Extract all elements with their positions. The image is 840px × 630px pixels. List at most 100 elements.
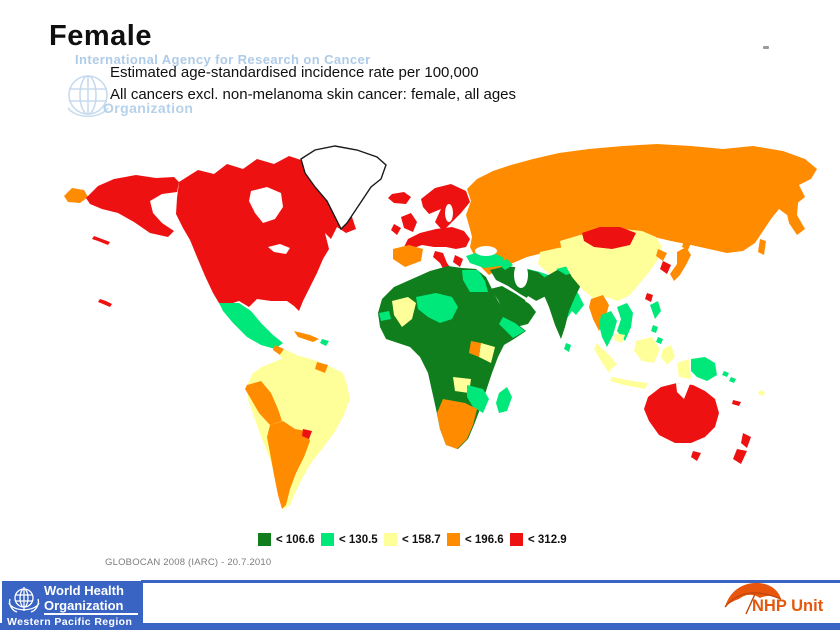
nhp-unit-label: NHP Unit [752, 597, 824, 615]
world-choropleth-map [64, 144, 817, 509]
legend-swatch-rect [510, 533, 523, 546]
black-sea [475, 246, 497, 256]
region-greece [453, 255, 463, 267]
caspian-sea [514, 262, 528, 288]
legend-label: < 196.6 [465, 533, 504, 546]
region-kamchatka [785, 187, 805, 235]
map-subtitle: Estimated age-standardised incidence rat… [110, 62, 516, 106]
region-guyana [315, 362, 328, 373]
who-emblem-icon [8, 587, 40, 613]
region-peru-ecuador [245, 381, 282, 425]
region-uk [401, 213, 417, 232]
who-name-line-2: Organization [44, 597, 124, 613]
great-lakes [268, 244, 290, 254]
umbrella-icon [724, 582, 782, 615]
region-solomons-1 [722, 371, 729, 377]
region-senegal [379, 311, 391, 321]
who-watermark-globe-icon [67, 75, 109, 118]
region-africa-base [378, 266, 526, 449]
umbrella-canopy [725, 582, 781, 607]
region-madagascar [496, 387, 512, 413]
who-box-divider [44, 613, 138, 615]
region-chukotka [64, 188, 88, 203]
legend-item: < 106.6 [258, 533, 321, 546]
legend-label: < 158.7 [402, 533, 441, 546]
region-mindanao [656, 337, 663, 344]
legend-swatch-5 [510, 533, 523, 546]
iarc-watermark-text: International Agency for Research on Can… [75, 52, 371, 67]
who-logo-box: World Health Organization Western Pacifi… [2, 581, 143, 628]
legend-swatch-2 [321, 533, 334, 546]
region-uganda [469, 341, 481, 357]
region-mozambique-zimbabwe [467, 385, 489, 413]
region-mexico [219, 303, 283, 349]
region-new-zealand-south [733, 449, 747, 464]
legend-item: < 130.5 [321, 533, 384, 546]
legend-item: < 196.6 [447, 533, 510, 546]
region-ireland [391, 224, 401, 235]
region-australia [644, 383, 719, 443]
region-south-africa [437, 399, 477, 449]
region-europe-mainland [402, 227, 470, 255]
region-papua-indonesia [677, 359, 691, 379]
baltic-sea [445, 204, 453, 222]
legend-swatch-rect [384, 533, 397, 546]
region-caucasus [497, 259, 513, 270]
region-niger-chad [416, 293, 458, 323]
footer-rule [141, 580, 840, 583]
region-russia [466, 144, 817, 275]
legend-label: < 130.5 [339, 533, 378, 546]
region-myanmar [589, 295, 609, 331]
legend-item: < 312.9 [510, 533, 573, 546]
region-iberia [393, 245, 423, 267]
region-scandinavia [421, 184, 470, 231]
map-legend: < 106.6 < 130.5 < 158.7 < 196.6 < 312.9 [258, 533, 573, 546]
region-zambia [453, 377, 471, 393]
source-citation: GLOBOCAN 2008 (IARC) - 20.7.2010 [105, 557, 272, 568]
subtitle-line-2: All cancers excl. non-melanoma skin canc… [110, 86, 517, 103]
region-canada-usa [176, 156, 356, 311]
legend-swatch-rect [258, 533, 271, 546]
region-borneo [634, 337, 660, 363]
region-solomons-2 [729, 377, 736, 383]
legend-label: < 106.6 [276, 533, 315, 546]
region-java [610, 377, 648, 389]
legend-item: < 158.7 [384, 533, 447, 546]
region-mali [392, 297, 416, 327]
region-cambodia [614, 333, 625, 343]
region-chile-argentina [267, 421, 310, 509]
region-china [560, 229, 662, 301]
stray-mark [763, 46, 769, 49]
legend-swatch-4 [447, 533, 460, 546]
region-vietnam [617, 303, 633, 341]
region-tasmania [691, 451, 701, 461]
who-watermark-text: Organization [103, 100, 194, 116]
region-south-korea [660, 261, 671, 274]
region-india [543, 267, 585, 339]
hudson-bay [249, 187, 283, 223]
region-aleutians [92, 236, 110, 245]
region-mongolia [582, 227, 636, 249]
legend-swatch-rect [321, 533, 334, 546]
region-iceland [388, 192, 411, 204]
region-somalia [499, 317, 525, 338]
region-hispaniola [320, 339, 329, 346]
region-japan-hokkaido [682, 240, 691, 250]
region-hawaii [98, 299, 112, 307]
persian-gulf [525, 296, 538, 307]
region-egypt [462, 270, 488, 292]
who-name-line-1: World Health [44, 583, 124, 598]
region-uruguay [302, 429, 312, 439]
subtitle-line-1: Estimated age-standardised incidence rat… [110, 64, 479, 81]
region-papua-new-guinea [691, 357, 717, 381]
region-japan-honshu [670, 247, 691, 281]
region-new-zealand-north [741, 433, 751, 448]
region-taiwan [645, 293, 653, 302]
region-sri-lanka [564, 343, 571, 352]
region-alaska [86, 175, 179, 237]
region-philippines-south [651, 325, 658, 333]
legend-label: < 312.9 [528, 533, 567, 546]
region-north-korea [656, 249, 667, 261]
region-cuba [294, 331, 319, 342]
